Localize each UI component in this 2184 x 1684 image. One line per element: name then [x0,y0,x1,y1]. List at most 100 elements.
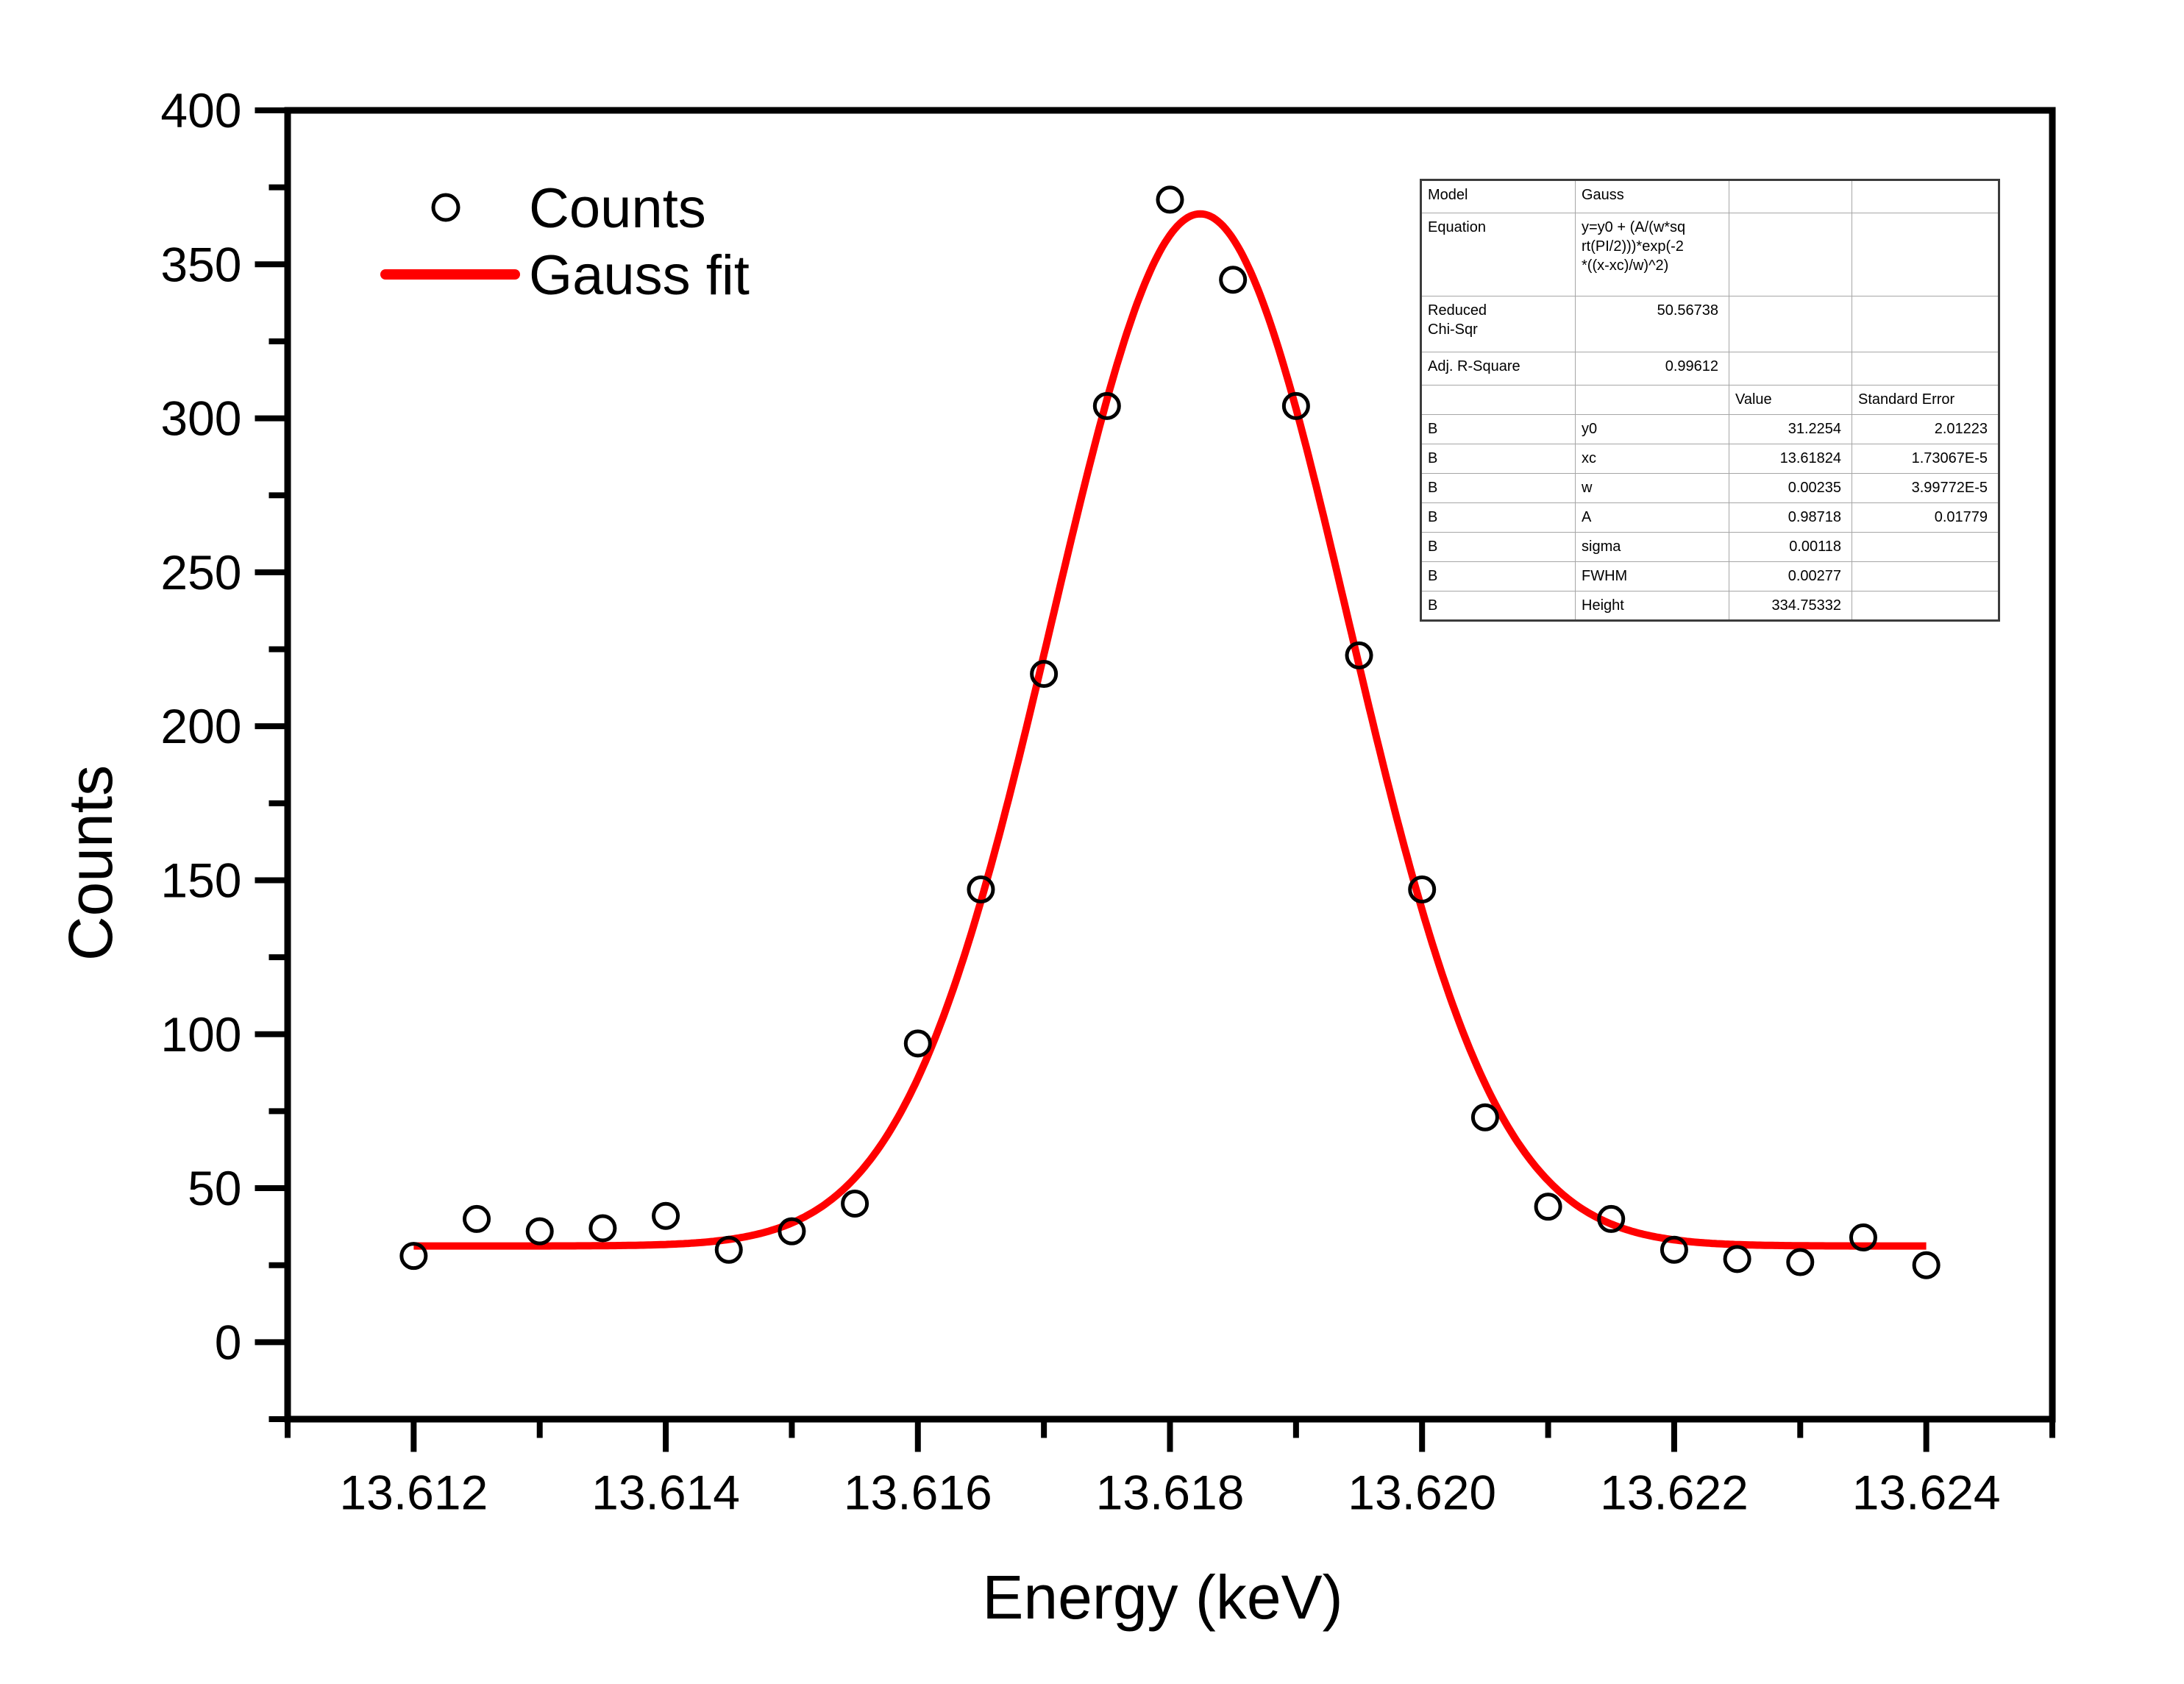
fit-table-cell: 50.56738 [1575,296,1729,352]
data-point [463,1204,491,1233]
fit-table-cell: Adj. R-Square [1420,352,1576,386]
data-point [1912,1251,1941,1279]
data-point [1723,1245,1751,1273]
fit-table-cell: 3.99772E-5 [1852,473,1999,503]
legend-counts-marker-icon [431,193,460,222]
data-point [1156,185,1184,214]
y-tick-label: 350 [160,237,241,291]
y-tick-label: 100 [160,1007,241,1062]
fit-table-cell: 0.00118 [1729,532,1852,562]
fit-table-cell: 2.01223 [1852,414,1999,444]
fit-table-cell: B [1420,532,1576,562]
fit-table-cell [1852,352,1999,386]
fit-table-cell: y=y0 + (A/(w*sq rt(PI/2)))*exp(-2 *((x-xc)… [1575,213,1729,296]
fit-table-cell: Gauss [1575,180,1729,213]
data-point [525,1217,554,1246]
y-axis-title: Counts [56,765,125,961]
fit-table-row: Adj. R-Square 0.99612 [1420,352,1999,386]
fit-table-cell [1852,213,1999,296]
x-tick-label: 13.614 [591,1465,740,1520]
data-point [652,1201,680,1230]
fit-table-cell [1729,352,1852,386]
fit-table-cell: xc [1575,444,1729,474]
fit-table-cell: A [1575,502,1729,533]
fit-table-cell: Equation [1420,213,1576,296]
fit-table-cell [1852,591,1999,621]
fit-table-cell: Height [1575,591,1729,621]
y-tick-label: 300 [160,391,241,446]
y-tick-label: 400 [160,83,241,138]
fit-table-cell: B [1420,444,1576,474]
data-point [1849,1223,1877,1252]
fit-table-cell [1729,180,1852,213]
fit-table-row: Value Standard Error [1420,385,1999,415]
fit-table-cell: w [1575,473,1729,503]
data-point [1660,1235,1688,1264]
legend-counts-label: Counts [529,177,706,240]
fit-table-cell: 0.01779 [1852,502,1999,533]
fit-table-cell: 31.2254 [1729,414,1852,444]
fit-table-cell: FWHM [1575,561,1729,591]
data-point [1219,266,1248,294]
fit-table-cell: sigma [1575,532,1729,562]
x-tick-label: 13.612 [339,1465,488,1520]
fit-table-cell [1852,561,1999,591]
data-point [1597,1204,1626,1233]
fit-table-cell [1420,385,1576,415]
data-point [1345,641,1373,669]
fit-table-cell [1729,213,1852,296]
x-tick-label: 13.622 [1600,1465,1749,1520]
fit-table-cell: B [1420,502,1576,533]
y-tick-label: 200 [160,699,241,753]
fit-table-cell: 0.99612 [1575,352,1729,386]
fit-table-cell: B [1420,591,1576,621]
legend-gaussfit-label: Gauss fit [529,244,750,307]
fit-table-row: Model Gauss [1420,180,1999,213]
data-point [1534,1193,1562,1221]
y-tick-label: 50 [188,1161,241,1215]
fit-table-cell: Model [1420,180,1576,213]
x-axis-title: Energy (keV) [982,1563,1342,1632]
fit-table-cell: Standard Error [1852,385,1999,415]
fit-table-cell: Reduced Chi-Sqr [1420,296,1576,352]
fit-table-cell: y0 [1575,414,1729,444]
data-point [1786,1248,1815,1276]
fit-table-row: Reduced Chi-Sqr 50.56738 [1420,296,1999,352]
fit-table-cell: B [1420,414,1576,444]
x-tick-label: 13.624 [1852,1465,2001,1520]
data-point [1408,875,1437,904]
fit-table-row: B FWHM 0.00277 [1420,561,1999,591]
fit-table-cell: Value [1729,385,1852,415]
fit-table-row: B A 0.98718 0.01779 [1420,502,1999,533]
fit-table-cell: B [1420,561,1576,591]
fit-table-row: B Height 334.75332 [1420,591,1999,621]
y-tick-label: 250 [160,545,241,600]
data-point [841,1189,869,1218]
fit-table-cell: 334.75332 [1729,591,1852,621]
data-point [1030,660,1059,689]
fit-table-cell: B [1420,473,1576,503]
data-point [399,1242,428,1271]
data-point [588,1214,617,1243]
fit-table-cell [1729,296,1852,352]
data-point [1470,1103,1499,1131]
gauss-fit-curve [412,210,1928,1250]
fit-table-cell [1852,180,1999,213]
fit-table-cell [1852,296,1999,352]
data-point [778,1217,806,1246]
data-point [714,1235,743,1264]
y-tick-label: 0 [215,1315,242,1369]
x-tick-label: 13.616 [844,1465,992,1520]
fit-table-cell: 0.00235 [1729,473,1852,503]
x-tick-label: 13.620 [1348,1465,1496,1520]
fit-table-cell: 0.98718 [1729,502,1852,533]
data-point [1092,391,1121,420]
x-tick-label: 13.618 [1096,1465,1245,1520]
data-point [903,1029,932,1058]
